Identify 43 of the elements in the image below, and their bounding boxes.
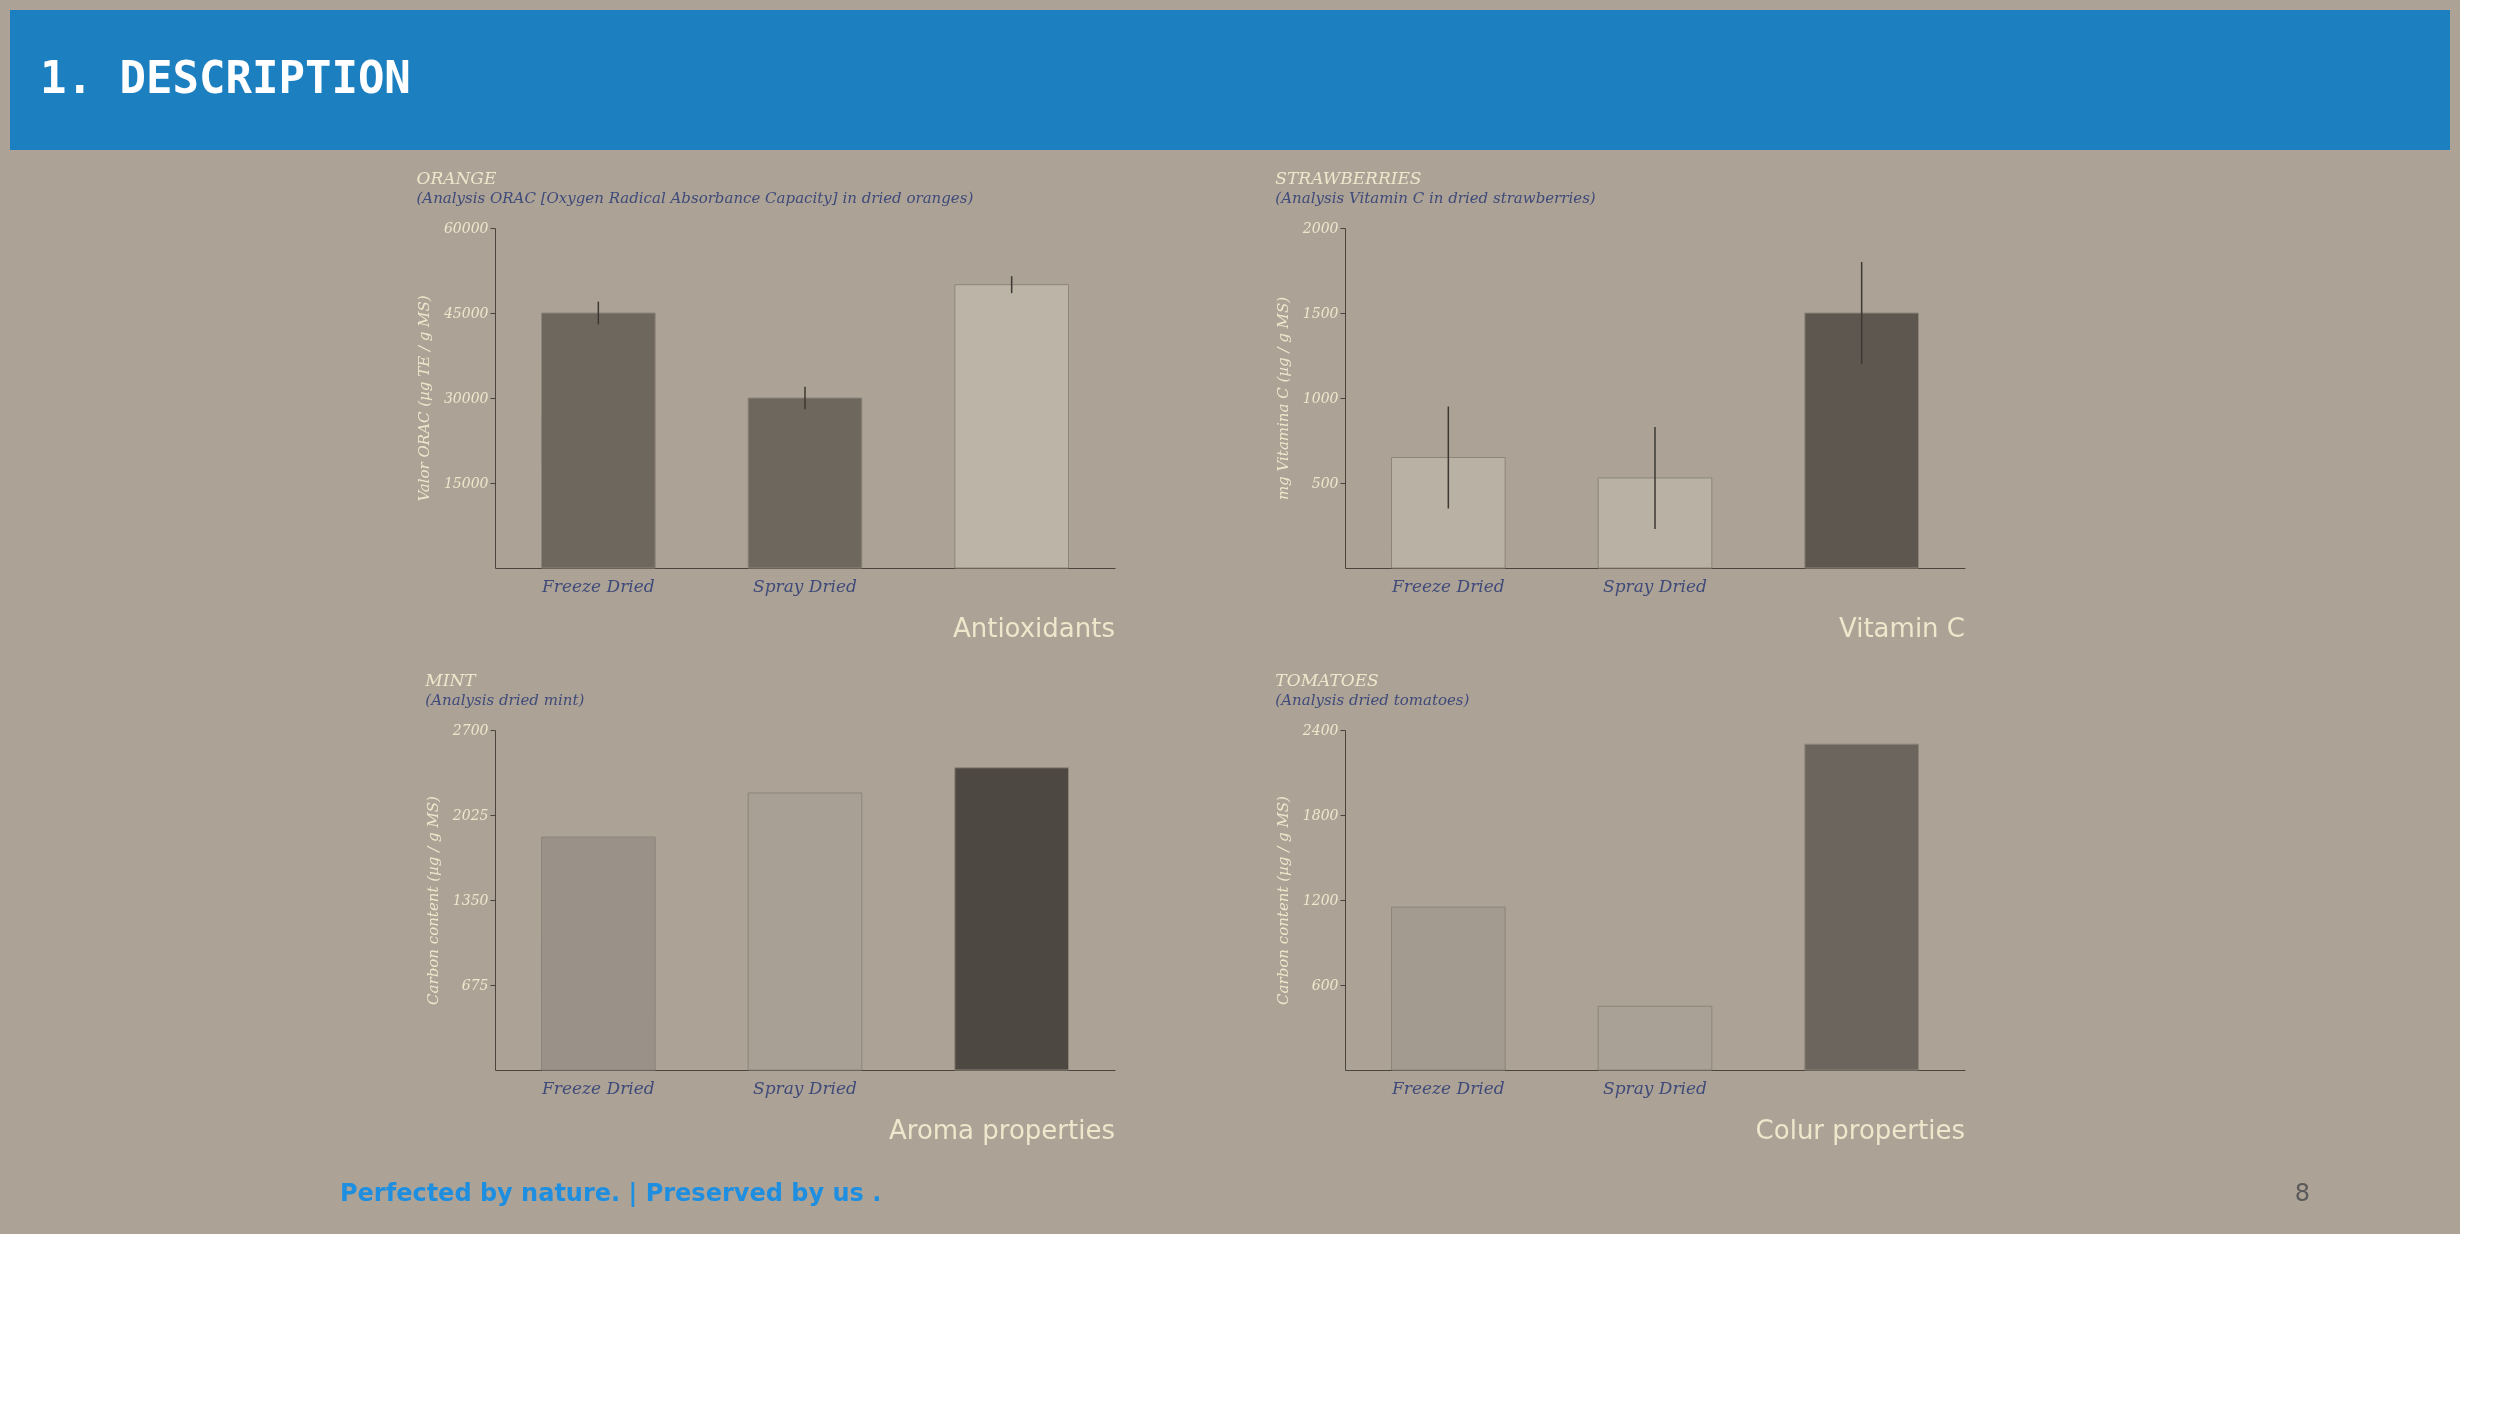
chart-subtitle: (Analysis ORAC [Oxygen Radical Absorbance Capacity] in dried oranges) [416,189,974,207]
y-tick-label: 2025 [451,806,489,823]
text: Perfected by nature. | Preserved by us . [340,1179,882,1207]
y-tick-label: 1800 [1302,806,1339,823]
text: Vitamin C [1838,613,1965,643]
chart-subtitle: (Analysis Vitamin C in dried strawberries) [1275,189,1596,207]
y-tick-label: 675 [461,976,489,993]
y-tick-label: 1350 [452,891,489,908]
y-tick-label: 2400 [1301,721,1339,738]
x-tick-label: Spray Dried [1603,575,1708,596]
chart-subtitle: (Analysis dried tomatoes) [1275,691,1470,709]
y-tick-label: 1200 [1302,891,1339,908]
chart-title: STRAWBERRIES [1275,168,1422,188]
chart-title: ORANGE [416,168,497,188]
y-axis-title: Valor ORAC (µg TE / g MS) [414,295,433,502]
text: 1. DESCRIPTION [40,52,411,103]
y-tick-label: 15000 [443,474,489,491]
y-tick-label: 2000 [1301,219,1339,236]
chart-subtitle: (Analysis dried mint) [425,691,585,709]
x-tick-label: Spray Dried [753,1077,858,1098]
y-axis-title: mg Vitamina C (µg / g MS) [1273,296,1292,501]
y-tick-label: 1000 [1302,389,1339,406]
y-tick-label: 600 [1311,976,1339,993]
y-axis-title: Carbon content (µg / g MS) [1273,795,1292,1005]
text: Aroma properties [888,1115,1115,1145]
y-axis-title: Carbon content (µg / g MS) [423,795,442,1005]
y-tick-label: 500 [1311,474,1339,491]
y-tick-label: 2700 [451,721,489,738]
text: Antioxidants [952,613,1115,643]
text: Colur properties [1755,1115,1965,1145]
x-tick-label: Spray Dried [753,575,858,596]
y-tick-label: 45000 [442,304,489,321]
y-tick-label: 30000 [443,389,489,406]
y-tick-label: 1500 [1302,304,1339,321]
x-tick-label: Freeze Dried [1391,575,1505,596]
chart-title: TOMATOES [1275,670,1379,690]
y-tick-label: 60000 [443,219,489,236]
x-tick-label: Spray Dried [1603,1077,1708,1098]
chart-title: MINT [424,670,478,690]
x-tick-label: Freeze Dried [541,575,655,596]
x-tick-label: Freeze Dried [541,1077,655,1098]
text: 8 [2294,1179,2310,1207]
x-tick-label: Freeze Dried [1391,1077,1505,1098]
